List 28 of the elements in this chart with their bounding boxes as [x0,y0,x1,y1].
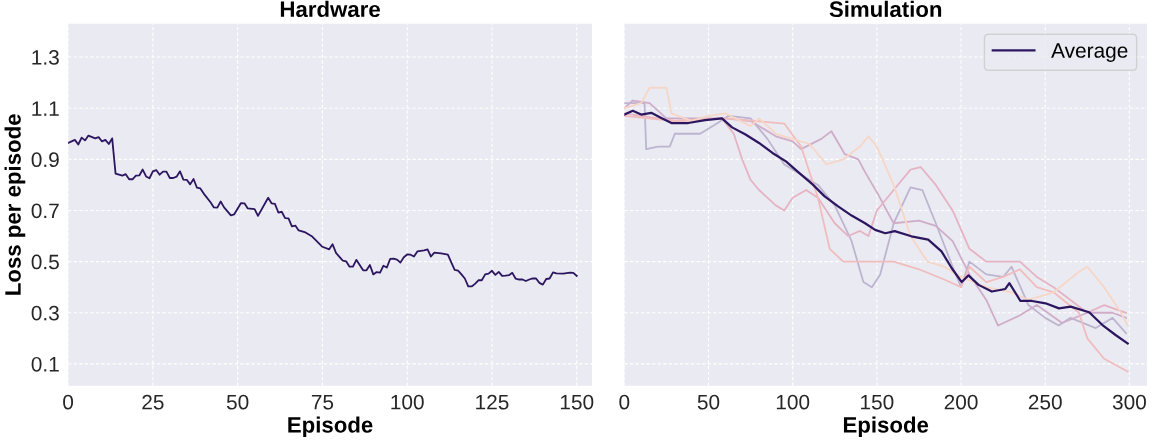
y-tick-label: 0.7 [31,203,59,219]
y-axis-title: Loss per episode [4,114,26,295]
y-tick-label: 1.3 [32,50,59,65]
x-tick-label: 100 [391,394,424,410]
x-tick-label: 75 [311,394,334,410]
x-tick-label: 50 [226,394,249,410]
x-tick-label: 50 [697,394,720,410]
y-tick-label: 0.9 [31,152,59,168]
x-axis-title: Episode [843,416,929,438]
line-series [68,134,578,288]
y-tick-label: 0.3 [31,305,59,321]
x-tick-label: 150 [861,394,894,410]
x-tick-label: 25 [142,394,164,410]
y-tick-label: 1.1 [32,101,59,116]
x-tick-label: 0 [619,394,630,410]
x-tick-label: 0 [63,394,74,410]
x-tick-label: 150 [560,394,594,410]
x-tick-label: 100 [776,394,810,410]
x-tick-label: 200 [944,394,978,410]
x-tick-label: 125 [476,394,509,410]
x-tick-label: 300 [1112,394,1146,410]
legend-label: Average [1051,43,1128,62]
x-tick-label: 250 [1028,394,1062,410]
x-axis-title: Episode [288,416,373,438]
chart-title: Simulation [829,0,942,18]
y-tick-label: 0.5 [31,254,59,270]
chart-title: Hardware [280,0,380,18]
y-tick-label: 0.1 [31,356,59,372]
